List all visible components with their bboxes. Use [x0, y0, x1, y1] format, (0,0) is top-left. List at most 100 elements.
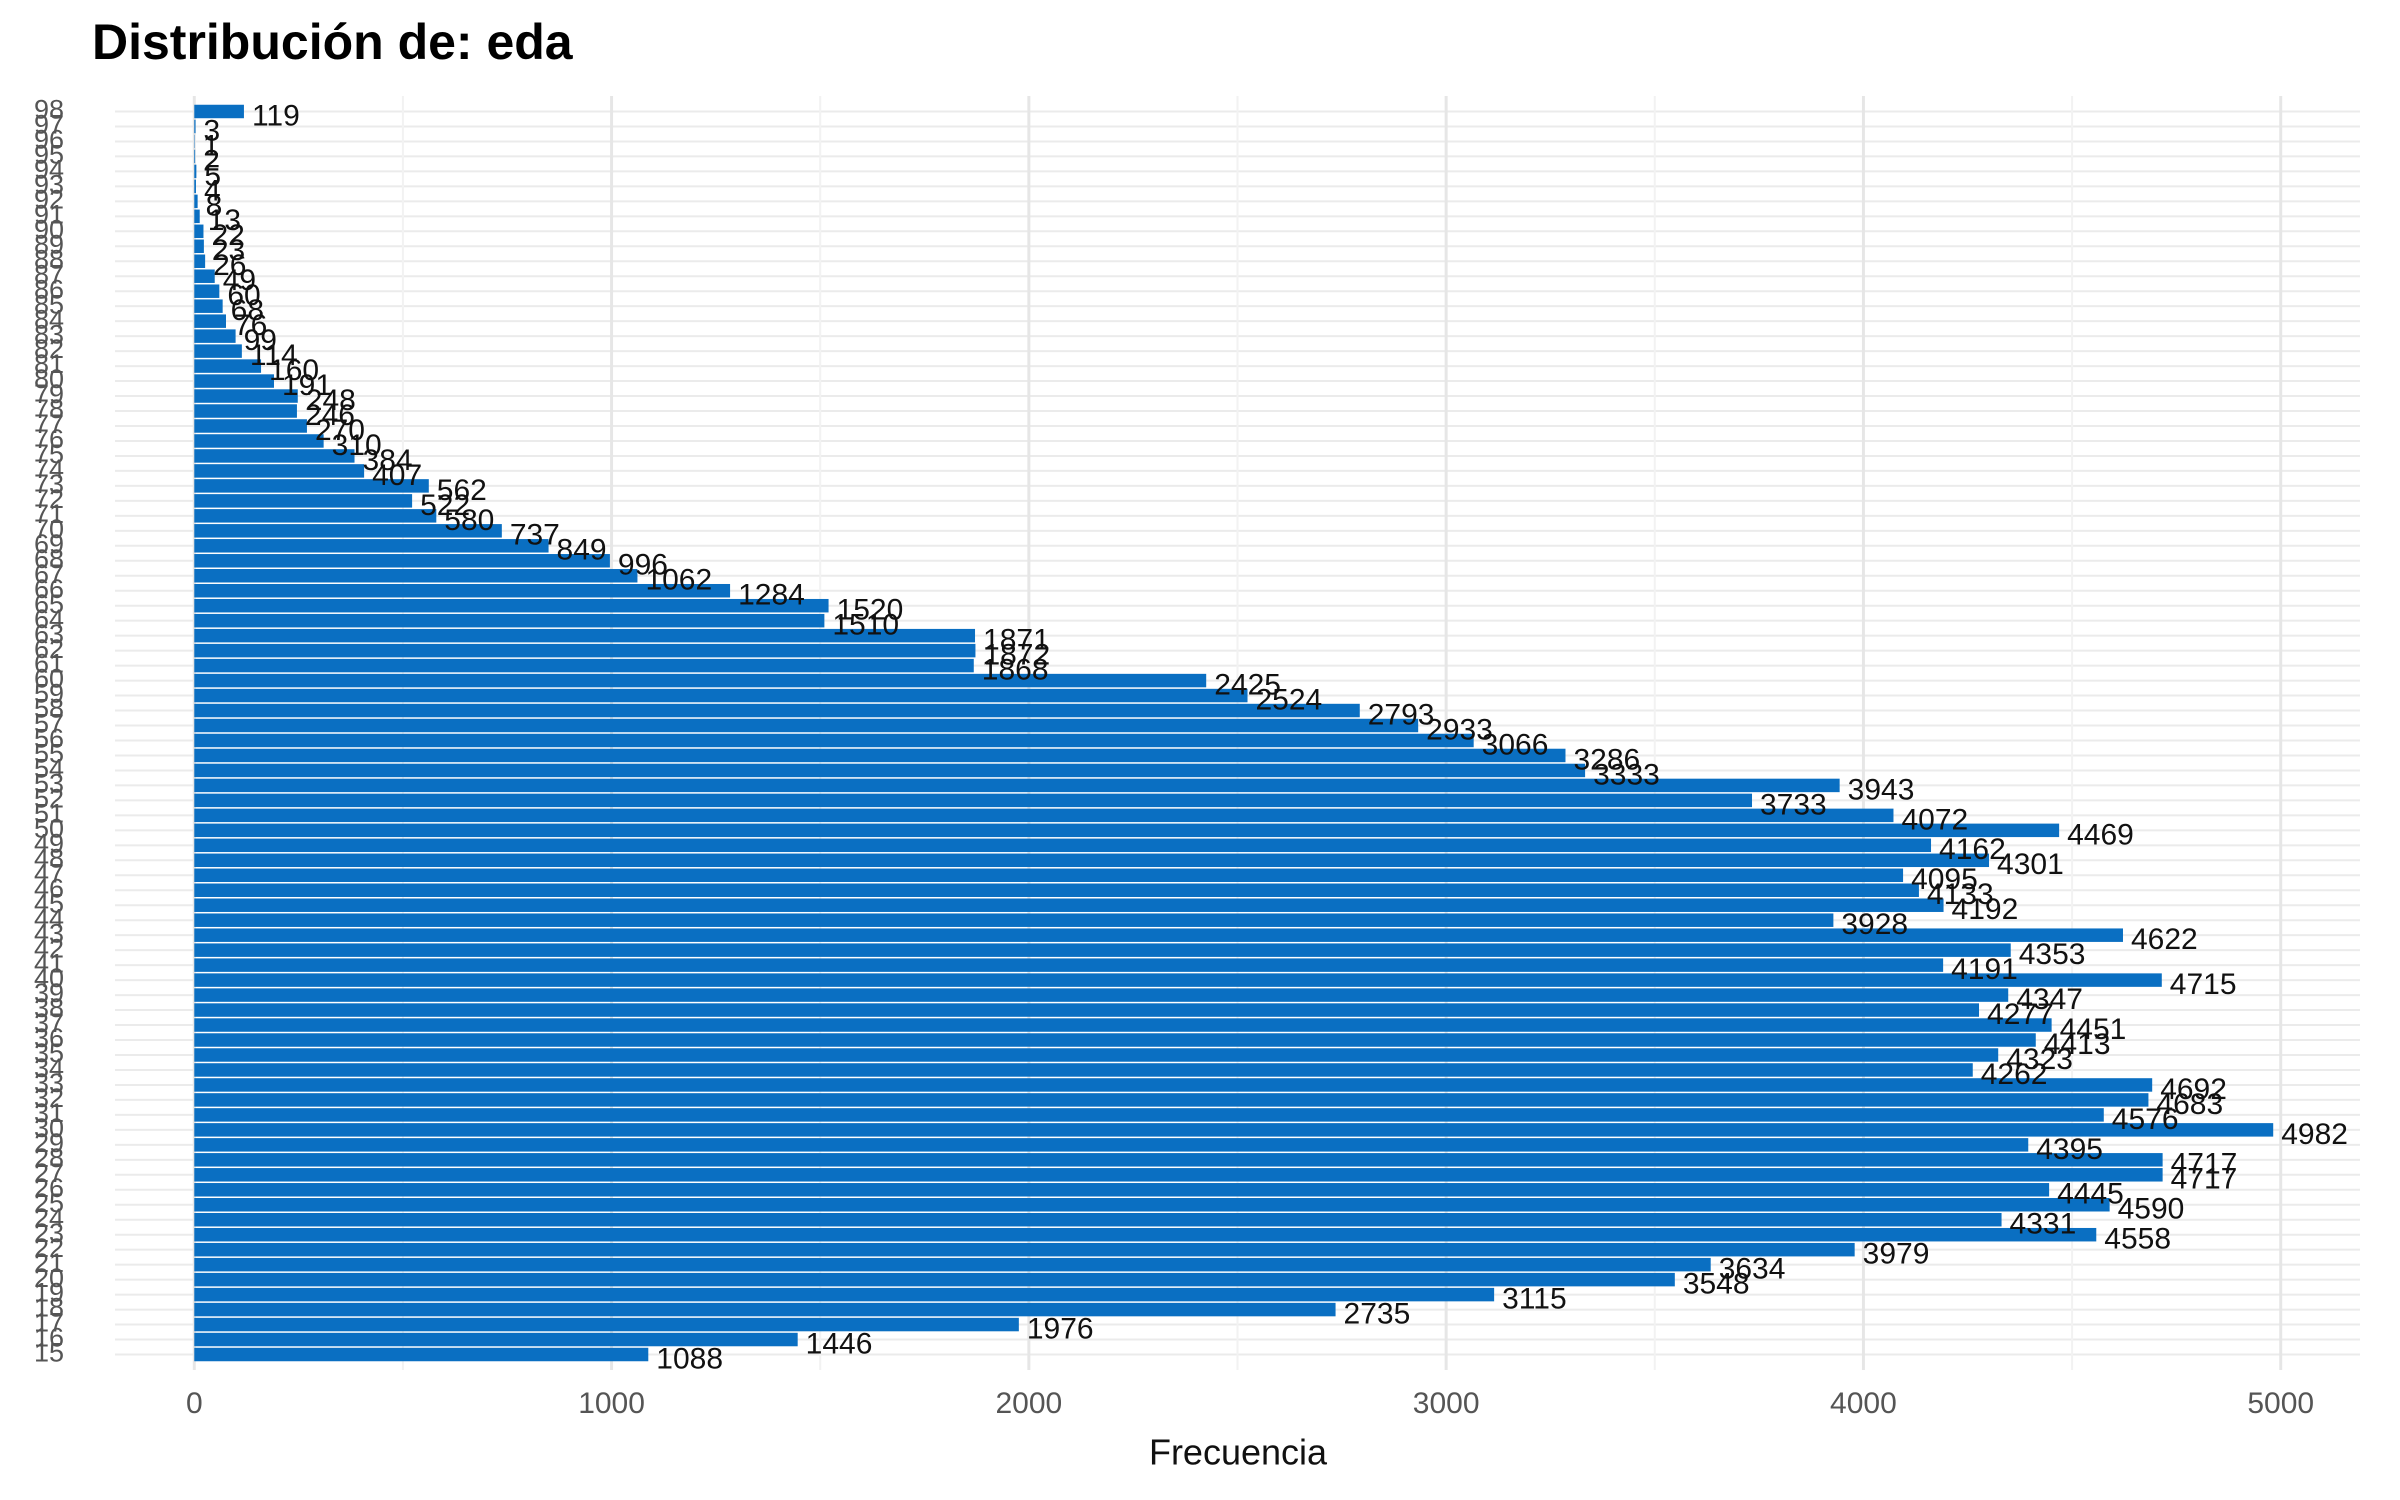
- bar: [194, 883, 1919, 897]
- x-tick-label: 3000: [1413, 1387, 1480, 1420]
- y-tick-label: 67: [34, 559, 64, 589]
- y-tick-label: 71: [34, 499, 64, 529]
- y-tick-label: 48: [34, 843, 64, 873]
- y-tick-label: 74: [34, 454, 64, 484]
- value-label: 99: [244, 324, 277, 357]
- bar: [194, 598, 829, 613]
- value-label: 2735: [1344, 1298, 1411, 1331]
- x-tick-label: 2000: [995, 1387, 1062, 1420]
- value-label: 1871: [983, 624, 1050, 657]
- bar: [194, 583, 731, 598]
- bar: [194, 404, 297, 418]
- value-label: 4347: [2016, 983, 2083, 1016]
- value-label: 4622: [2131, 923, 2198, 956]
- value-label: 2524: [1256, 683, 1323, 716]
- y-tick-label: 80: [34, 364, 64, 394]
- bar: [194, 1138, 2029, 1152]
- value-label: 4072: [1901, 803, 1968, 836]
- y-tick-label: 93: [34, 169, 64, 199]
- value-label: 4395: [2036, 1133, 2103, 1166]
- y-tick-label: 69: [34, 529, 64, 559]
- bar: [194, 1033, 2036, 1047]
- bar: [194, 1093, 2149, 1107]
- y-tick-label: 29: [34, 1128, 64, 1158]
- bar: [194, 494, 413, 508]
- value-label: 3333: [1593, 758, 1660, 791]
- bar: [194, 793, 1753, 808]
- bar: [194, 628, 976, 643]
- value-label: 4715: [2170, 968, 2237, 1001]
- bar: [194, 613, 825, 628]
- bar: [194, 119, 196, 134]
- y-tick-label: 33: [34, 1068, 64, 1098]
- value-label: 3548: [1683, 1268, 1750, 1301]
- y-tick-label: 44: [34, 903, 64, 933]
- bar: [194, 1198, 2110, 1212]
- y-tick-label: 53: [34, 769, 64, 799]
- value-label: 22: [211, 219, 244, 252]
- bar: [194, 479, 429, 493]
- bar: [194, 299, 223, 313]
- bar: [194, 943, 2011, 957]
- y-tick-label: 95: [34, 140, 64, 170]
- y-tick-label: 34: [34, 1053, 64, 1083]
- value-label: 4590: [2118, 1193, 2185, 1226]
- value-label: 310: [332, 429, 382, 462]
- bar: [194, 1332, 798, 1347]
- value-label: 1510: [832, 609, 899, 642]
- y-tick-label: 54: [34, 754, 64, 784]
- value-label: 4717: [2171, 1148, 2238, 1181]
- bar: [194, 1257, 1711, 1272]
- y-tick-label: 75: [34, 439, 64, 469]
- bar: [194, 239, 204, 254]
- bar: [194, 224, 204, 239]
- x-tick-label: 4000: [1830, 1387, 1897, 1420]
- value-label: 562: [437, 474, 487, 507]
- bar: [194, 1123, 2274, 1137]
- y-tick-label: 36: [34, 1023, 64, 1053]
- value-label: 384: [363, 444, 413, 477]
- y-tick-label: 23: [34, 1218, 64, 1248]
- y-tick-label: 25: [34, 1188, 64, 1218]
- y-tick-label: 27: [34, 1158, 64, 1188]
- value-label: 4692: [2160, 1073, 2227, 1106]
- bar: [194, 913, 1834, 927]
- value-label: 4683: [2156, 1088, 2223, 1121]
- y-tick-label: 65: [34, 589, 64, 619]
- bar: [194, 254, 206, 268]
- bar: [194, 748, 1566, 763]
- bar: [194, 1153, 2163, 1167]
- value-label: 996: [618, 549, 668, 582]
- bar: [194, 1212, 2002, 1227]
- y-tick-label: 60: [34, 664, 64, 694]
- x-tick-label: 5000: [2247, 1387, 2314, 1420]
- bar: [194, 149, 196, 164]
- bar: [194, 973, 2162, 987]
- value-label: 4301: [1997, 848, 2064, 881]
- value-label: 849: [557, 534, 607, 567]
- y-tick-label: 78: [34, 394, 64, 424]
- bar: [194, 1302, 1336, 1317]
- y-tick-label: 43: [34, 918, 64, 948]
- value-label: 119: [252, 99, 300, 132]
- bar: [194, 194, 198, 209]
- chart-title: Distribución de: eda: [92, 14, 574, 70]
- bar: [194, 374, 274, 388]
- bar: [194, 269, 215, 283]
- bar: [194, 569, 638, 583]
- value-label: 1976: [1027, 1312, 1094, 1345]
- y-tick-label: 72: [34, 484, 64, 514]
- bar: [194, 464, 365, 478]
- y-tick-label: 40: [34, 963, 64, 993]
- y-tick-label: 38: [34, 993, 64, 1023]
- y-tick-label: 61: [34, 649, 64, 679]
- y-tick-label: 92: [34, 184, 64, 214]
- value-label: 4323: [2006, 1043, 2073, 1076]
- y-tick-label: 58: [34, 694, 64, 724]
- bar: [194, 359, 262, 373]
- y-tick-label: 26: [34, 1173, 64, 1203]
- bar: [194, 104, 244, 119]
- y-tick-label: 59: [34, 679, 64, 709]
- bar: [194, 853, 1990, 868]
- y-tick-label: 91: [34, 199, 64, 229]
